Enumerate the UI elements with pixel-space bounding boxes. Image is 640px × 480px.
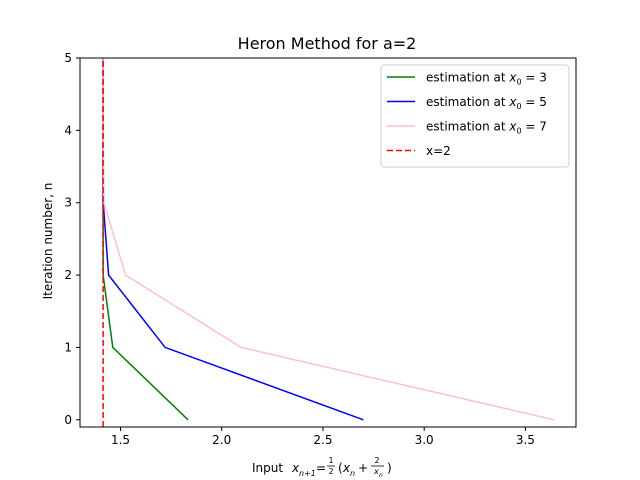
chart-title: Heron Method for a=2 xyxy=(238,34,417,53)
x-axis-label-text: Input xyxy=(252,461,283,475)
svg-text:1: 1 xyxy=(328,456,333,465)
svg-text:=: = xyxy=(316,461,326,475)
svg-text:x: x xyxy=(373,467,379,476)
svg-text:n: n xyxy=(350,469,355,478)
x-tick-label: 1.5 xyxy=(111,433,130,447)
x-axis-label-formula: x n+1 = 1 2 ( x n + 2 x n ) xyxy=(291,456,392,479)
legend: estimation at x0 = 3 estimation at x0 = 5… xyxy=(380,64,570,168)
svg-text:2: 2 xyxy=(374,456,379,465)
x-tick-label: 2.0 xyxy=(212,433,231,447)
svg-text:x: x xyxy=(342,461,351,475)
series-line-2 xyxy=(102,58,364,421)
x-axis-label: Input x n+1 = 1 2 ( x n + 2 x n ) xyxy=(252,456,392,479)
svg-text:(: ( xyxy=(338,461,343,475)
x-tick-label: 3.5 xyxy=(516,433,535,447)
svg-text:Input: Input xyxy=(252,461,283,475)
y-tick-label: 5 xyxy=(64,51,72,65)
svg-text:n+1: n+1 xyxy=(299,469,316,478)
legend-frame xyxy=(380,64,570,168)
svg-text:n: n xyxy=(379,472,383,479)
y-tick-label: 3 xyxy=(64,196,72,210)
plot-frame xyxy=(79,57,577,428)
series-line-1 xyxy=(102,58,189,421)
legend-label-4: x=2 xyxy=(426,144,451,158)
legend-label-1: estimation at x0 = 3 xyxy=(426,71,547,87)
y-tick-label: 2 xyxy=(64,268,72,282)
y-axis-label: Iteration number, n xyxy=(41,183,55,300)
x-tick-label: 3.0 xyxy=(415,433,434,447)
legend-label-3: estimation at x0 = 7 xyxy=(426,120,547,136)
y-tick-label: 4 xyxy=(64,123,72,137)
svg-text:x: x xyxy=(291,461,300,475)
y-tick-label: 0 xyxy=(64,413,72,427)
plot-area xyxy=(79,57,577,428)
y-tick-label: 1 xyxy=(64,340,72,354)
svg-text:2: 2 xyxy=(328,467,333,476)
x-axis: 1.5 2.0 2.5 3.0 3.5 xyxy=(111,427,535,447)
x-tick-label: 2.5 xyxy=(313,433,332,447)
legend-label-2: estimation at x0 = 5 xyxy=(426,95,547,111)
svg-text:+: + xyxy=(358,461,368,475)
svg-text:): ) xyxy=(387,461,392,475)
y-axis: 0 1 2 3 4 5 xyxy=(64,51,80,427)
